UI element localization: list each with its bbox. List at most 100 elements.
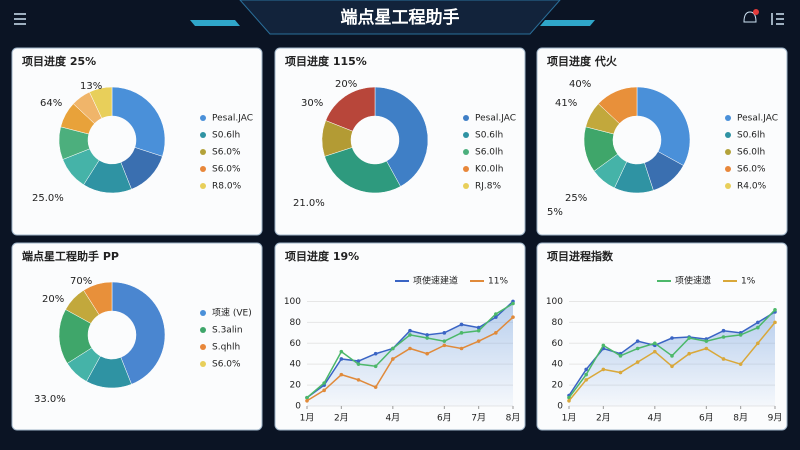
- legend-label: S0.6lh: [737, 131, 765, 141]
- bell-icon[interactable]: [743, 11, 757, 23]
- legend-label: S6.0%: [212, 165, 241, 175]
- legend-label: S.3alin: [212, 326, 243, 336]
- point: [584, 372, 588, 377]
- point: [356, 359, 361, 363]
- y-tick-label: 40: [552, 360, 564, 370]
- panel-title: 项目进度 代火: [547, 54, 618, 68]
- point: [373, 351, 378, 356]
- legend-swatch: [200, 361, 206, 367]
- x-tick-label: 4月: [647, 413, 662, 424]
- point: [459, 322, 464, 327]
- legend-swatch: [463, 115, 469, 121]
- panel-title: 项目进程指数: [547, 249, 614, 263]
- point: [305, 395, 309, 400]
- legend-label: 项使速建道: [413, 275, 458, 287]
- legend-label: S6.0%: [737, 165, 766, 175]
- legend-swatch: [200, 344, 206, 350]
- legend-label: S0.6lh: [212, 131, 240, 141]
- panel-title: 项目进度 19%: [285, 249, 359, 263]
- legend-swatch: [200, 149, 206, 155]
- slice: [325, 86, 376, 132]
- slice: [83, 281, 113, 316]
- y-tick-label: 0: [295, 402, 301, 412]
- legend-swatch: [725, 166, 731, 172]
- legend-label: Pesal.JAC: [212, 114, 253, 124]
- slice: [636, 86, 691, 166]
- point: [738, 333, 743, 337]
- point: [459, 346, 464, 351]
- annotation: 25%: [565, 193, 587, 204]
- annotation: 5%: [547, 207, 563, 218]
- point: [756, 325, 760, 330]
- point: [670, 364, 674, 369]
- point: [511, 315, 515, 319]
- x-tick-label: 4月: [385, 413, 400, 424]
- legend-label: S0.6lh: [475, 131, 503, 141]
- menu-icon[interactable]: [14, 13, 26, 25]
- point: [601, 343, 606, 348]
- point: [442, 343, 447, 348]
- annotation: 20%: [42, 294, 64, 305]
- point: [704, 346, 709, 351]
- point: [425, 351, 429, 356]
- y-tick-label: 100: [546, 297, 563, 307]
- slice: [89, 86, 113, 119]
- point: [618, 370, 623, 375]
- point: [653, 341, 657, 346]
- y-tick-label: 60: [290, 339, 302, 349]
- x-tick-label: 6月: [699, 413, 714, 424]
- legend-swatch: [200, 166, 206, 172]
- slice: [598, 86, 638, 124]
- point: [408, 328, 412, 333]
- annotation: 33.0%: [34, 394, 66, 405]
- y-tick-label: 100: [284, 297, 301, 307]
- x-tick-label: 8月: [733, 413, 748, 424]
- legend-swatch: [200, 115, 206, 121]
- point: [738, 362, 743, 366]
- legend-label: RJ.8%: [475, 182, 501, 192]
- point: [511, 301, 515, 306]
- point: [653, 349, 657, 354]
- point: [494, 331, 498, 335]
- y-tick-label: 40: [290, 360, 302, 370]
- y-tick-label: 80: [290, 318, 302, 328]
- legend-label: S6.0%: [212, 360, 241, 370]
- header-bar: [239, 0, 561, 35]
- point: [339, 357, 344, 361]
- point: [670, 354, 674, 358]
- x-tick-label: 8月: [506, 413, 521, 424]
- x-tick-label: 1月: [300, 413, 315, 424]
- header-deco: [190, 20, 595, 26]
- point: [356, 362, 361, 366]
- point: [373, 385, 378, 389]
- panel-title: 端点星工程助手 PP: [22, 249, 119, 263]
- point: [408, 346, 412, 351]
- point: [425, 333, 429, 337]
- y-tick-label: 20: [290, 381, 302, 391]
- point: [339, 349, 344, 354]
- annotation: 70%: [70, 276, 92, 287]
- legend-swatch: [200, 132, 206, 138]
- legend-label: 项使速遗: [675, 275, 711, 287]
- point: [756, 320, 760, 325]
- point: [305, 398, 309, 403]
- legend-swatch: [200, 310, 206, 316]
- point: [584, 378, 588, 382]
- y-tick-label: 0: [557, 402, 563, 412]
- legend-label: R4.0%: [737, 182, 767, 192]
- list-icon[interactable]: [771, 13, 784, 25]
- point: [584, 367, 588, 372]
- point: [773, 320, 777, 325]
- point: [687, 351, 691, 356]
- point: [494, 312, 498, 316]
- point: [425, 336, 429, 340]
- legend-label: S6.0%: [212, 148, 241, 158]
- y-tick-label: 60: [552, 339, 564, 349]
- point: [373, 364, 378, 369]
- annotation: 40%: [569, 79, 591, 90]
- annotation: 21.0%: [293, 198, 325, 209]
- panel-title: 项目进度 115%: [285, 54, 367, 68]
- point: [476, 328, 481, 333]
- point: [756, 341, 760, 346]
- legend-label: K0.0lh: [475, 165, 503, 175]
